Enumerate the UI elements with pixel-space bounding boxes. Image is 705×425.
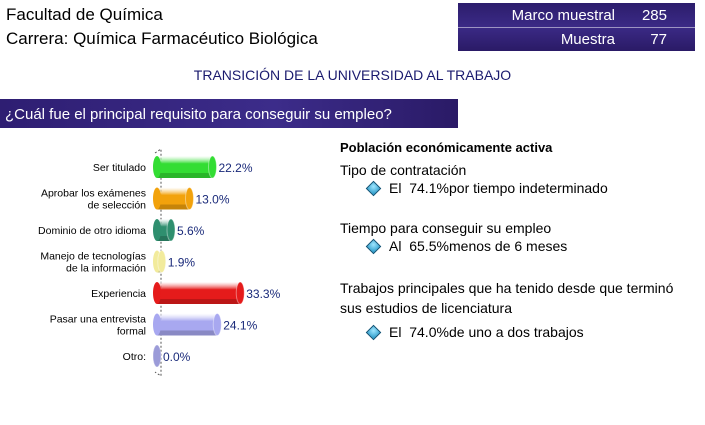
value-label: 0.0% [163, 350, 191, 364]
sample-size-value: 77 [650, 31, 667, 48]
jobs-text: de uno a dos trabajos [449, 324, 584, 340]
sample-frame-value: 285 [641, 7, 667, 24]
sample-box-divider [458, 27, 695, 28]
category-label: Aprobar los exámenes [41, 188, 146, 200]
sample-size-row: Muestra 77 [458, 28, 695, 50]
value-label: 13.0% [196, 193, 230, 207]
bar-shade [157, 236, 171, 241]
bar-left-cap [153, 282, 161, 304]
contract-type-label: Tipo de contratación [340, 162, 467, 178]
jobs-prefix: El [389, 324, 402, 340]
bar-left-cap [153, 187, 161, 210]
bar-end-cap [185, 187, 194, 210]
value-label: 22.2% [219, 161, 253, 175]
bar-shade [157, 330, 218, 336]
bar [157, 219, 171, 241]
career-title: Carrera: Química Farmacéutico Biológica [6, 29, 318, 48]
sample-frame-row: Marco muestral 285 [458, 4, 695, 26]
value-label: 24.1% [223, 319, 257, 333]
bar [157, 313, 218, 336]
value-labels: 22.2% 13.0% 5.6% 1.9% 33.3% 24.1% 0.0% [163, 161, 281, 364]
category-label: formal [117, 326, 146, 338]
bar-end-cap [166, 218, 176, 242]
jobs-item: El 74.0% [389, 324, 449, 340]
bar-end-cap [157, 250, 167, 273]
bar-shade [157, 204, 190, 210]
time-to-job-label: Tiempo para conseguir su empleo [340, 220, 552, 236]
contract-item: El 74.1% [389, 180, 449, 196]
bar [157, 156, 213, 178]
sample-info-box: Marco muestral 285 Muestra 77 [458, 3, 695, 51]
sample-size-label: Muestra [560, 31, 615, 48]
question-banner [0, 99, 458, 128]
diamond-bullet-icon [365, 324, 382, 341]
value-label: 1.9% [168, 256, 196, 270]
question-text: ¿Cuál fue el principal requisito para co… [5, 106, 392, 123]
time-prefix: Al [389, 238, 402, 254]
bar-shade [157, 299, 241, 304]
category-label: Otro: [123, 351, 146, 363]
bar-end-cap [212, 313, 222, 336]
bar-end-cap [208, 155, 217, 179]
contract-text: por tiempo indeterminado [449, 180, 608, 196]
time-item: Al 65.5% [389, 238, 449, 254]
contract-prefix: El [389, 180, 402, 196]
diamond-bullet-icon [365, 238, 382, 255]
faculty-title: Facultad de Química [6, 5, 163, 24]
category-label: Ser titulado [93, 162, 146, 174]
bar [157, 282, 241, 304]
contract-percent: 74.1% [409, 180, 449, 196]
bar-shade [157, 173, 213, 178]
bar-left-cap [153, 156, 161, 178]
bar-end-cap [235, 281, 245, 305]
category-label: Pasar una entrevista [50, 314, 146, 326]
category-label: Experiencia [91, 288, 146, 300]
diamond-bullet-icon [365, 180, 382, 197]
jobs-label-line2: sus estudios de licenciatura [340, 300, 512, 316]
time-percent: 65.5% [409, 238, 449, 254]
category-label: Dominio de otro idioma [38, 225, 146, 237]
bar [157, 187, 190, 210]
category-label: de selección [88, 200, 147, 212]
bar-end-cap [152, 344, 162, 368]
bars [152, 155, 245, 368]
category-label: de la información [66, 263, 146, 275]
section-title: TRANSICIÓN DE LA UNIVERSIDAD AL TRABAJO [193, 67, 512, 83]
economically-active-heading: Población económicamente activa [340, 140, 553, 155]
jobs-percent: 74.0% [409, 324, 449, 340]
jobs-label-line1: Trabajos principales que ha tenido desde… [340, 280, 674, 296]
value-label: 33.3% [246, 287, 280, 301]
time-text: menos de 6 meses [449, 238, 568, 254]
category-label: Manejo de tecnologías [40, 251, 146, 263]
sample-frame-label: Marco muestral [511, 7, 615, 24]
value-label: 5.6% [177, 224, 205, 238]
bar-left-cap [153, 313, 161, 336]
bar-left-cap [153, 219, 161, 241]
